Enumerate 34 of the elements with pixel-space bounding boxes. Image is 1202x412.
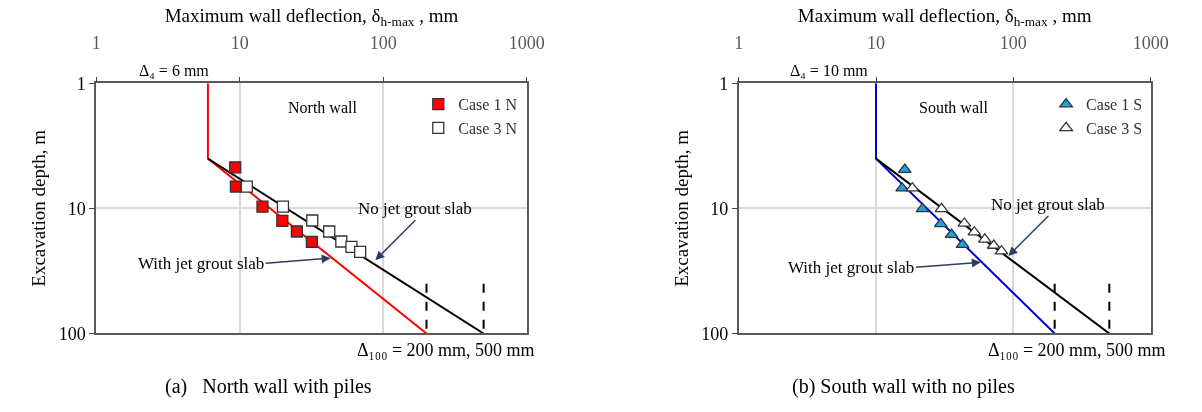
text: Δ₁₀₀ = 200 mm, 500 mm: [988, 340, 1166, 360]
legend-label: Case 1 S: [1086, 96, 1143, 114]
text: Δ₄ = 10 mm: [790, 62, 869, 79]
y-tick-label: 1: [719, 73, 729, 94]
y-axis-title: Excavation depth, m: [670, 129, 692, 287]
x-tick-label: 1000: [1132, 33, 1169, 54]
annotation: No jet grout slab: [991, 195, 1105, 214]
text: (a) North wall with piles: [165, 375, 372, 398]
x-tick-label: 100: [999, 33, 1027, 54]
annotation: No jet grout slab: [358, 199, 472, 218]
x-tick-label: 10: [230, 33, 249, 54]
text: (b) South wall with no piles: [792, 375, 1015, 398]
y-tick-label: 10: [67, 198, 86, 219]
x-tick-label: 100: [369, 33, 397, 54]
x-tick-label: 10: [867, 33, 886, 54]
x-tick-label: 1: [734, 33, 744, 54]
x-tick-label: 1: [91, 33, 101, 54]
legend-label: Case 3 S: [1086, 120, 1143, 138]
y-axis-title: Excavation depth, m: [28, 129, 50, 287]
legend-label: Case 3 N: [458, 120, 518, 138]
text: Δ₄ = 6 mm: [139, 62, 210, 79]
y-tick-label: 10: [710, 198, 729, 219]
y-tick-label: 100: [58, 323, 86, 344]
annotation: South wall: [919, 99, 989, 116]
y-tick-label: 1: [76, 73, 86, 94]
annotation: With jet grout slab: [138, 254, 265, 273]
legend-label: Case 1 N: [458, 96, 518, 114]
x-axis-title: Maximum wall deflection, δ$_{h-max}$ , mm: [797, 4, 1092, 29]
annotation: North wall: [288, 99, 358, 116]
x-axis-title: Maximum wall deflection, δ$_{h-max}$ , mm: [164, 4, 459, 29]
text: Δ₁₀₀ = 200 mm, 500 mm: [357, 340, 535, 360]
annotation: With jet grout slab: [788, 258, 915, 277]
y-tick-label: 100: [701, 323, 729, 344]
x-tick-label: 1000: [508, 33, 545, 54]
